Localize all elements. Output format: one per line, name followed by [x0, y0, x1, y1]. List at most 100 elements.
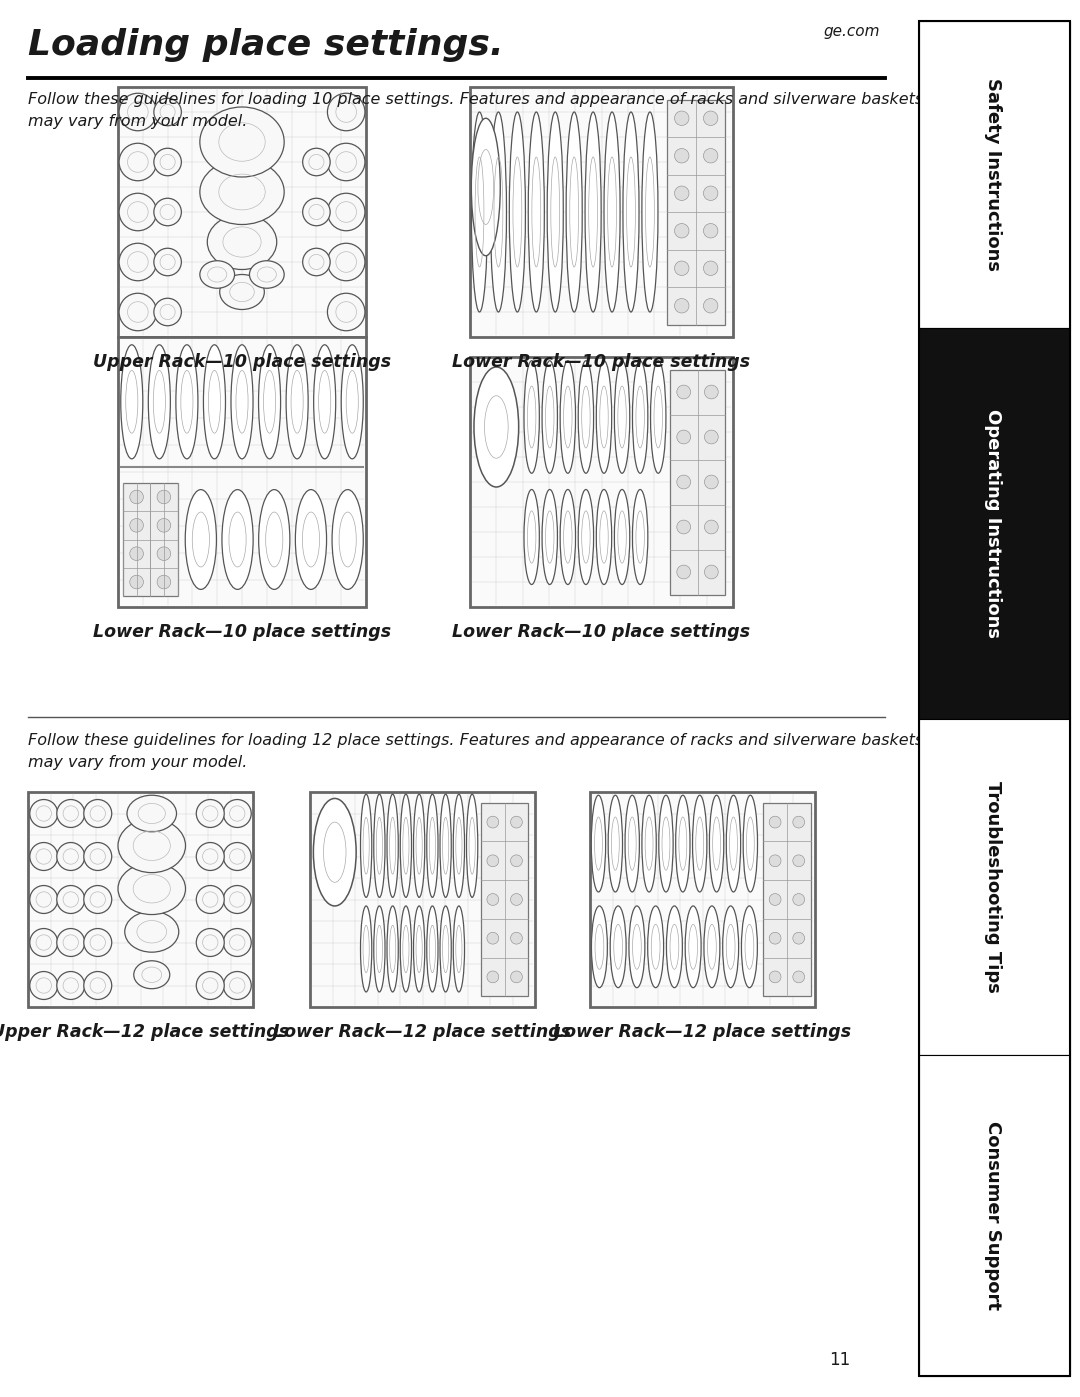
- Text: Lower Rack—10 place settings: Lower Rack—10 place settings: [93, 623, 391, 641]
- Ellipse shape: [414, 793, 424, 897]
- Bar: [28, 792, 253, 1007]
- Circle shape: [327, 144, 365, 180]
- Bar: [919, 21, 1069, 328]
- Circle shape: [703, 148, 718, 163]
- Circle shape: [57, 799, 84, 827]
- Ellipse shape: [742, 905, 757, 988]
- Circle shape: [57, 929, 84, 957]
- Circle shape: [302, 148, 330, 176]
- Ellipse shape: [471, 119, 500, 256]
- Circle shape: [84, 929, 111, 957]
- Ellipse shape: [401, 793, 411, 897]
- Circle shape: [487, 971, 499, 983]
- Ellipse shape: [743, 795, 757, 891]
- Text: Safety Instructions: Safety Instructions: [984, 78, 1001, 271]
- Ellipse shape: [633, 489, 648, 584]
- Ellipse shape: [610, 905, 626, 988]
- Ellipse shape: [219, 274, 265, 310]
- Circle shape: [677, 430, 690, 444]
- Ellipse shape: [258, 489, 289, 590]
- Ellipse shape: [623, 112, 639, 312]
- Ellipse shape: [629, 905, 645, 988]
- Ellipse shape: [685, 905, 701, 988]
- Ellipse shape: [615, 489, 630, 584]
- Circle shape: [511, 816, 523, 828]
- Circle shape: [84, 886, 111, 914]
- Ellipse shape: [608, 795, 622, 891]
- Text: Operating Instructions: Operating Instructions: [984, 409, 1001, 638]
- Circle shape: [769, 971, 781, 983]
- Circle shape: [157, 546, 171, 560]
- Ellipse shape: [286, 345, 308, 458]
- Ellipse shape: [454, 793, 464, 897]
- Circle shape: [511, 971, 523, 983]
- Circle shape: [793, 894, 805, 905]
- Ellipse shape: [200, 261, 234, 288]
- Bar: [667, 99, 725, 324]
- Circle shape: [30, 799, 57, 827]
- Ellipse shape: [313, 345, 336, 458]
- Bar: [919, 719, 1069, 1055]
- Ellipse shape: [414, 905, 424, 992]
- Circle shape: [157, 518, 171, 532]
- Bar: [118, 337, 366, 608]
- Circle shape: [153, 148, 181, 176]
- Ellipse shape: [454, 905, 464, 992]
- Ellipse shape: [258, 345, 281, 458]
- Circle shape: [153, 298, 181, 326]
- Circle shape: [769, 932, 781, 944]
- Circle shape: [675, 186, 689, 201]
- Bar: [118, 87, 366, 337]
- Circle shape: [84, 842, 111, 870]
- Bar: [590, 792, 815, 1007]
- Circle shape: [224, 971, 252, 999]
- Circle shape: [197, 842, 225, 870]
- Text: ge.com: ge.com: [824, 24, 880, 39]
- Ellipse shape: [374, 905, 386, 992]
- Ellipse shape: [723, 905, 739, 988]
- Text: Lower Rack—10 place settings: Lower Rack—10 place settings: [453, 623, 751, 641]
- Ellipse shape: [200, 108, 284, 177]
- Text: Follow these guidelines for loading 10 place settings. Features and appearance o: Follow these guidelines for loading 10 p…: [28, 92, 923, 129]
- Ellipse shape: [592, 905, 607, 988]
- Text: Upper Rack—12 place settings: Upper Rack—12 place settings: [0, 1023, 289, 1041]
- Ellipse shape: [118, 863, 186, 915]
- Ellipse shape: [596, 360, 611, 474]
- Circle shape: [197, 929, 225, 957]
- Circle shape: [130, 490, 144, 504]
- Circle shape: [130, 576, 144, 590]
- Circle shape: [302, 249, 330, 275]
- Ellipse shape: [332, 489, 363, 590]
- Circle shape: [769, 894, 781, 905]
- Circle shape: [197, 971, 225, 999]
- Circle shape: [675, 110, 689, 126]
- Circle shape: [224, 886, 252, 914]
- Ellipse shape: [118, 819, 186, 873]
- Ellipse shape: [374, 793, 386, 897]
- Ellipse shape: [561, 489, 576, 584]
- Bar: [919, 1055, 1069, 1376]
- Ellipse shape: [231, 345, 253, 458]
- Circle shape: [675, 299, 689, 313]
- Ellipse shape: [633, 360, 648, 474]
- Ellipse shape: [474, 367, 518, 488]
- Ellipse shape: [542, 489, 557, 584]
- Text: Lower Rack—12 place settings: Lower Rack—12 place settings: [553, 1023, 852, 1041]
- Ellipse shape: [207, 215, 276, 270]
- Ellipse shape: [578, 360, 594, 474]
- Circle shape: [769, 816, 781, 828]
- Circle shape: [704, 386, 718, 400]
- Circle shape: [157, 490, 171, 504]
- Circle shape: [57, 971, 84, 999]
- Ellipse shape: [148, 345, 171, 458]
- Circle shape: [119, 144, 157, 180]
- Circle shape: [130, 518, 144, 532]
- Circle shape: [703, 299, 718, 313]
- Circle shape: [675, 224, 689, 237]
- Ellipse shape: [625, 795, 639, 891]
- Ellipse shape: [440, 905, 451, 992]
- Ellipse shape: [642, 795, 657, 891]
- Ellipse shape: [676, 795, 690, 891]
- Circle shape: [677, 520, 690, 534]
- Text: Upper Rack—10 place settings: Upper Rack—10 place settings: [93, 353, 391, 372]
